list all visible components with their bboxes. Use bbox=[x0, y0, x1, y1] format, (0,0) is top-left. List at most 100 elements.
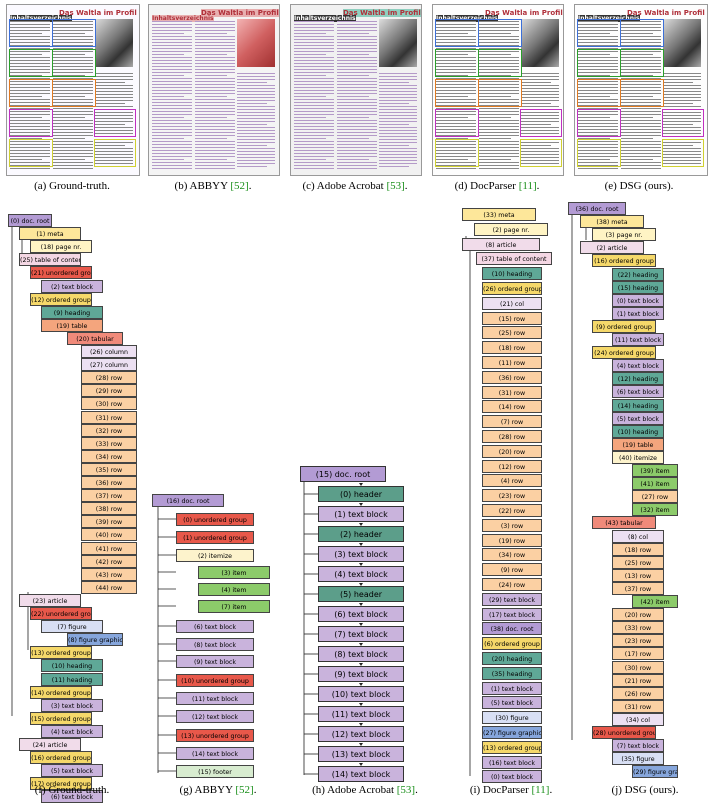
tree-node-row: (29) row bbox=[81, 384, 137, 398]
tree-node-textblock: (11) text block bbox=[176, 692, 254, 705]
page-photo bbox=[663, 19, 701, 67]
tree-node-item: (32) item bbox=[632, 503, 678, 517]
tree-node-heading: (14) heading bbox=[612, 398, 664, 412]
tree-node-row: (14) row bbox=[482, 400, 542, 414]
tree-node-row: (25) row bbox=[482, 326, 542, 340]
tree-node-heading: (22) heading bbox=[612, 267, 664, 281]
tree-node-row: (36) row bbox=[482, 370, 542, 384]
tree-node-textblock: (10) text block bbox=[318, 686, 404, 702]
tree-node-textblock: (9) text block bbox=[176, 655, 254, 668]
tree-node-ordered: (16) ordered group bbox=[30, 751, 92, 765]
page-toc-label: Inhaltsverzeichnis bbox=[152, 15, 214, 22]
tree-node-textblock: (13) text block bbox=[318, 746, 404, 762]
tree-node-row: (20) row bbox=[612, 608, 664, 622]
tree-node-pagenr: (2) page nr. bbox=[474, 222, 548, 236]
tree-node-row: (23) row bbox=[612, 634, 664, 648]
tree-node-item: (42) item bbox=[632, 595, 678, 608]
tree-node-row: (17) row bbox=[612, 647, 664, 661]
tree-node-textblock: (5) text block bbox=[612, 411, 664, 425]
tree-node-row: (24) row bbox=[482, 578, 542, 591]
tree-node-textblock: (1) text block bbox=[482, 681, 542, 695]
tree-node-toc: (25) table of content bbox=[19, 253, 81, 267]
tree-node-row: (33) row bbox=[612, 621, 664, 635]
tree-node-meta: (1) meta bbox=[19, 227, 81, 241]
tree-node-textblock: (6) text block bbox=[176, 620, 254, 633]
page-photo bbox=[521, 19, 559, 67]
page-toc-label: Inhaltsverzeichnis bbox=[10, 15, 72, 22]
tree-node-tabular: (43) tabular bbox=[592, 516, 656, 530]
tree-node-heading: (9) heading bbox=[41, 305, 103, 319]
tree-node-row: (18) row bbox=[482, 341, 542, 355]
tree-node-textblock: (2) text block bbox=[41, 279, 103, 293]
tree-node-row: (31) row bbox=[482, 385, 542, 399]
tree-node-ordered: (6) ordered group bbox=[482, 637, 542, 651]
tree-node-textblock: (16) text block bbox=[482, 755, 542, 769]
tree-node-pagenr: (3) page nr. bbox=[592, 228, 656, 242]
tree-node-textblock: (12) text block bbox=[318, 726, 404, 742]
caption-d: (d) DocParser [11]. bbox=[454, 180, 540, 192]
caption-b: (b) ABBYY [52]. bbox=[174, 180, 252, 192]
tree-node-heading: (10) heading bbox=[482, 267, 542, 281]
tree-node-unordered: (22) unordered group bbox=[30, 607, 92, 620]
tree-node-root: (38) doc. root bbox=[482, 622, 542, 636]
tree-node-textblock: (1) text block bbox=[318, 506, 404, 522]
page-thumbnail-e: Das Waltla im Profil Inhaltsverzeichnis bbox=[574, 4, 708, 176]
page-headline: Das Waltla im Profil bbox=[201, 9, 279, 17]
tree-node-table: (19) table bbox=[612, 437, 664, 451]
tree-node-unordered: (13) unordered group bbox=[176, 729, 254, 742]
tree-node-row: (27) row bbox=[632, 490, 678, 504]
tree-node-heading: (10) heading bbox=[41, 659, 103, 673]
tree-node-header: (2) header bbox=[318, 526, 404, 542]
page-photo bbox=[237, 19, 275, 67]
tree-node-textblock: (1) text block bbox=[612, 306, 664, 320]
tree-node-col: (21) col bbox=[482, 296, 542, 310]
tree-node-heading: (15) heading bbox=[612, 280, 664, 294]
tree-node-textblock: (8) text block bbox=[176, 638, 254, 651]
tree-node-textblock: (7) text block bbox=[612, 739, 664, 753]
tree-node-row: (38) row bbox=[81, 502, 137, 516]
caption-j: (j) DSG (ours). bbox=[611, 784, 679, 796]
page-photo bbox=[379, 19, 417, 67]
tree-node-item: (4) item bbox=[198, 583, 270, 596]
tree-node-figgraphic: (29) figure graphic bbox=[632, 765, 678, 779]
tree-node-column: (26) column bbox=[81, 345, 137, 358]
page-thumbnail-b: Das Waltla im Profil Inhaltsverzeichnis bbox=[148, 4, 280, 176]
tree-node-item: (3) item bbox=[198, 566, 270, 579]
tree-node-row: (22) row bbox=[482, 504, 542, 517]
tree-node-row: (33) row bbox=[81, 436, 137, 450]
tree-node-row: (43) row bbox=[81, 567, 137, 581]
tree-node-row: (35) row bbox=[81, 462, 137, 476]
tree-node-textblock: (0) text block bbox=[482, 770, 542, 784]
tree-node-row: (34) row bbox=[81, 449, 137, 463]
tree-node-row: (13) row bbox=[612, 568, 664, 582]
tree-node-heading: (20) heading bbox=[482, 652, 542, 665]
tree-node-article: (8) article bbox=[462, 237, 540, 251]
tree-node-textblock: (3) text block bbox=[41, 698, 103, 712]
caption-e: (e) DSG (ours). bbox=[604, 180, 674, 192]
tree-node-row: (31) row bbox=[81, 410, 137, 424]
tree-node-row: (41) row bbox=[81, 541, 137, 555]
tree-node-footer: (15) footer bbox=[176, 765, 254, 778]
page-headline: Das Waltla im Profil bbox=[627, 9, 705, 17]
tree-node-textblock: (8) text block bbox=[318, 646, 404, 662]
tree-node-row: (40) row bbox=[81, 528, 137, 542]
tree-node-row: (4) row bbox=[482, 474, 542, 488]
page-photo bbox=[95, 19, 133, 67]
tree-node-textblock: (0) text block bbox=[612, 293, 664, 307]
tree-node-article: (24) article bbox=[19, 738, 81, 751]
tree-node-figure: (30) figure bbox=[482, 711, 542, 725]
caption-h: (h) Adobe Acrobat [53]. bbox=[312, 784, 418, 796]
tree-node-textblock: (9) text block bbox=[318, 666, 404, 682]
tree-node-textblock: (12) text block bbox=[176, 710, 254, 723]
tree-node-ordered: (9) ordered group bbox=[592, 319, 656, 333]
tree-node-ordered: (16) ordered group bbox=[592, 254, 656, 268]
caption-c: (c) Adobe Acrobat [53]. bbox=[302, 180, 408, 192]
tree-node-textblock: (17) text block bbox=[482, 607, 542, 621]
tree-node-item: (41) item bbox=[632, 477, 678, 491]
caption-g: (g) ABBYY [52]. bbox=[179, 784, 257, 796]
tree-node-row: (31) row bbox=[612, 699, 664, 713]
page-toc-label: Inhaltsverzeichnis bbox=[578, 15, 640, 22]
tree-node-row: (23) row bbox=[482, 489, 542, 503]
tree-node-textblock: (14) text block bbox=[176, 747, 254, 760]
tree-node-ordered: (17) ordered group bbox=[30, 777, 92, 791]
